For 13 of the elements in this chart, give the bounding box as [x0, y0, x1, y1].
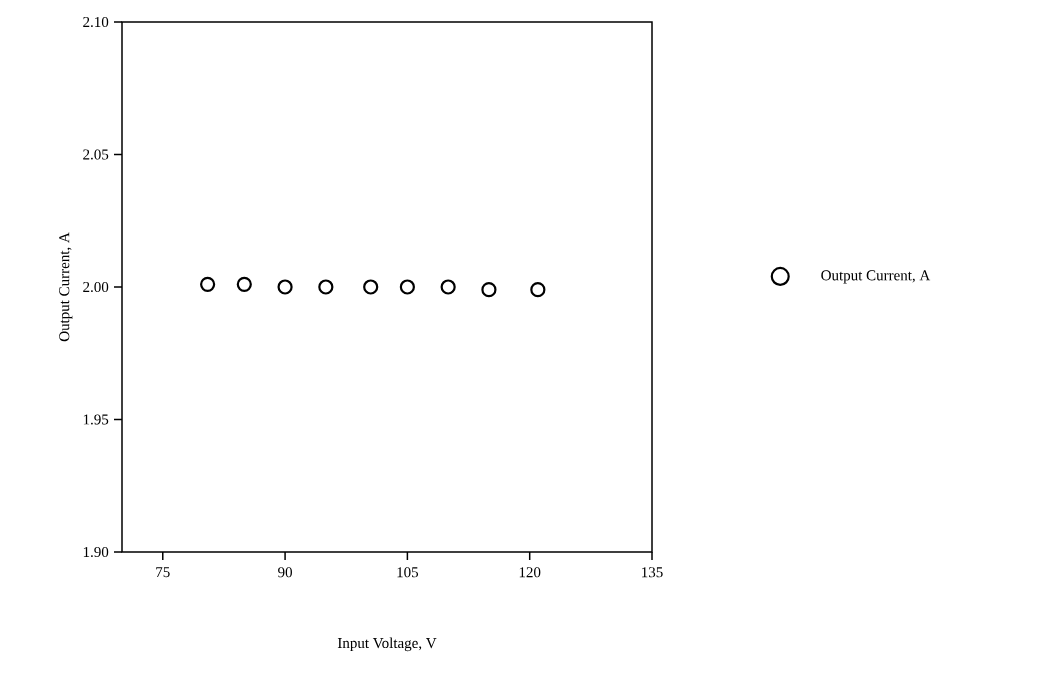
x-tick-label: 120: [519, 567, 541, 578]
x-axis-title: Input Voltage, V: [337, 637, 437, 652]
y-tick-label: 2.05: [83, 149, 109, 160]
y-tick-label: 2.10: [83, 16, 109, 28]
x-tick-label: 135: [642, 567, 663, 578]
legend-label: Output Current, A: [821, 270, 931, 284]
y-axis-title: Output Current, A: [59, 232, 73, 342]
x-tick-label: 105: [397, 567, 419, 578]
x-tick-label: 75: [156, 567, 170, 578]
x-tick-label: 90: [278, 567, 292, 578]
y-tick-label: 1.95: [83, 414, 109, 425]
y-tick-label: 1.90: [83, 546, 109, 558]
y-tick-label: 2.00: [83, 281, 109, 293]
